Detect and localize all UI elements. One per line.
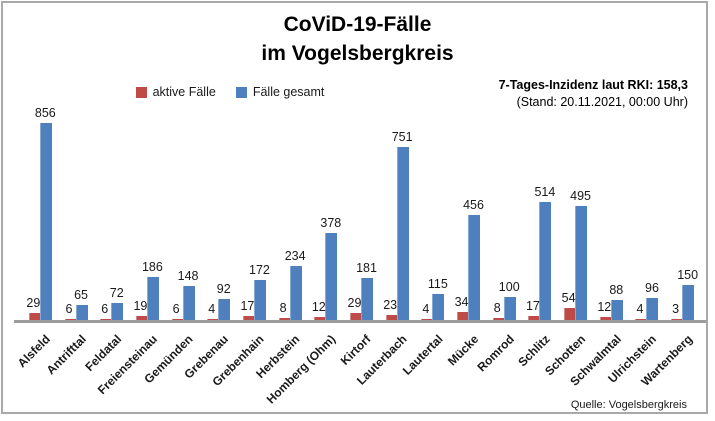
bar-value-active-6: 17	[240, 299, 255, 314]
bar-value-active-15: 54	[561, 290, 576, 305]
bar-value-active-17: 4	[636, 302, 644, 316]
legend: aktive Fälle Fälle gesamt	[0, 85, 460, 99]
bar-value-total-8: 378	[320, 216, 342, 230]
bar-value-active-1: 6	[65, 301, 73, 316]
bar-value-active-10: 23	[383, 297, 398, 312]
bar-value-active-14: 17	[525, 299, 540, 314]
legend-swatch-total	[235, 86, 247, 98]
bar-total-3	[146, 277, 159, 320]
legend-item-active: aktive Fälle	[135, 85, 216, 99]
bar-total-5	[218, 298, 231, 320]
bar-value-total-2: 72	[109, 286, 124, 301]
bar-total-13	[503, 296, 516, 320]
bar-active-5	[207, 319, 220, 320]
bar-value-total-5: 92	[216, 281, 231, 296]
legend-swatch-active	[135, 86, 147, 98]
chart-title: CoViD-19-Fälle im Vogelsbergkreis	[0, 10, 715, 68]
bar-value-active-3: 19	[133, 298, 148, 313]
bar-active-12	[457, 312, 470, 320]
bar-active-11	[421, 319, 434, 320]
bar-value-total-6: 172	[249, 263, 270, 278]
bar-value-total-1: 65	[74, 288, 88, 303]
chart-title-line1: CoViD-19-Fälle	[283, 13, 432, 36]
bar-value-total-3: 186	[141, 260, 163, 275]
bar-active-14	[528, 316, 541, 320]
legend-label-total: Fälle gesamt	[252, 85, 325, 99]
bar-total-18	[682, 285, 695, 320]
bar-total-8	[325, 233, 338, 320]
bar-total-12	[468, 215, 481, 320]
chart-title-line2: im Vogelsbergkreis	[261, 42, 454, 65]
incidence-timestamp: (Stand: 20.11.2021, 00:00 Uhr)	[516, 95, 688, 109]
bar-value-total-10: 751	[391, 130, 413, 145]
bar-value-active-7: 8	[279, 301, 287, 316]
bar-total-17	[646, 297, 659, 320]
bar-value-total-4: 148	[177, 268, 199, 283]
bar-value-active-0: 29	[26, 296, 41, 311]
bar-value-total-15: 495	[570, 189, 592, 204]
bar-total-16	[610, 299, 623, 320]
bar-value-active-5: 4	[208, 302, 216, 316]
bar-value-active-2: 6	[101, 301, 109, 316]
bar-value-total-16: 88	[609, 282, 624, 297]
incidence-value: 7-Tages-Inzidenz laut RKI: 158,3	[498, 78, 688, 92]
bar-value-total-9: 181	[356, 261, 377, 276]
x-axis-line	[14, 320, 706, 323]
bar-active-8	[314, 317, 327, 320]
bar-active-3	[135, 315, 148, 320]
legend-label-active: aktive Fälle	[152, 85, 216, 99]
bar-total-14	[539, 201, 552, 320]
x-axis-label-13: Romrod	[474, 332, 517, 375]
bar-value-active-11: 4	[422, 302, 430, 316]
bar-value-active-18: 3	[672, 302, 680, 316]
bar-total-10	[396, 147, 409, 320]
bar-value-total-7: 234	[284, 249, 306, 264]
bar-value-active-9: 29	[347, 296, 362, 311]
bar-active-0	[28, 313, 41, 320]
bar-value-total-13: 100	[498, 279, 520, 294]
bar-value-total-18: 150	[677, 268, 699, 283]
bar-total-0	[39, 123, 52, 320]
bar-active-18	[671, 319, 684, 320]
bar-total-7	[289, 266, 302, 320]
bar-active-13	[492, 318, 505, 320]
bar-value-active-4: 6	[172, 301, 180, 316]
bar-total-2	[111, 303, 124, 320]
bar-active-6	[242, 316, 255, 320]
bar-value-total-14: 514	[534, 184, 556, 199]
bar-total-6	[253, 280, 266, 320]
bar-total-11	[432, 293, 445, 320]
bar-value-active-16: 12	[597, 300, 612, 315]
bar-value-active-12: 34	[454, 295, 469, 310]
bar-active-1	[64, 318, 77, 320]
bar-total-9	[361, 278, 373, 320]
source-caption: Quelle: Vogelsbergkreis	[570, 399, 687, 411]
bar-active-9	[350, 313, 362, 320]
bar-value-total-11: 115	[427, 276, 448, 291]
bar-value-total-17: 96	[645, 280, 659, 295]
bar-active-2	[100, 318, 113, 320]
bar-active-16	[599, 317, 612, 320]
bar-total-4	[182, 285, 195, 320]
bar-value-total-0: 856	[34, 106, 56, 120]
bar-value-active-8: 12	[311, 300, 326, 315]
bar-active-7	[278, 318, 291, 320]
bar-active-10	[385, 314, 398, 320]
bar-value-active-13: 8	[493, 301, 501, 316]
bar-value-total-12: 456	[463, 198, 484, 213]
bar-total-1	[75, 305, 88, 320]
bar-active-15	[564, 307, 577, 320]
bar-active-4	[171, 318, 184, 320]
incidence-annotation: 7-Tages-Inzidenz laut RKI: 158,3 (Stand:…	[499, 77, 688, 111]
legend-item-total: Fälle gesamt	[235, 85, 325, 99]
bar-total-15	[575, 206, 588, 320]
bar-active-17	[635, 319, 648, 320]
